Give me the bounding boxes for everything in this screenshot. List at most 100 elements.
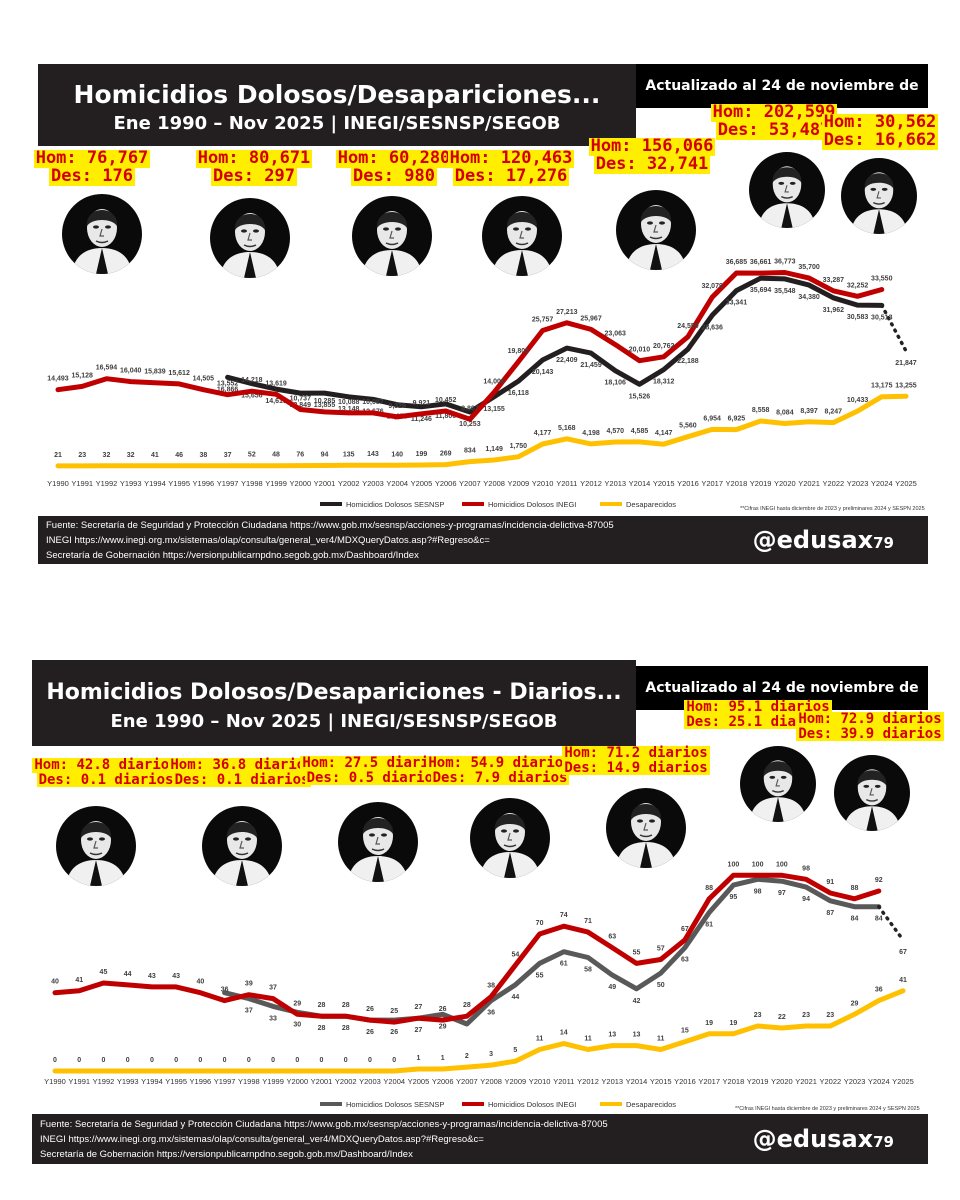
data-label: 16,118 [508,390,529,397]
x-tick-label: Y2013 [604,479,626,488]
data-label: 23 [78,452,86,459]
data-label: 10,088 [338,399,360,406]
homicides-stat: Hom: 27.5 diarios [300,755,448,771]
data-label: 28 [342,1025,350,1032]
data-label: 71 [584,918,592,925]
series-line-2 [55,393,909,469]
data-label: 11 [584,1035,592,1042]
data-label: 36 [487,1010,495,1017]
data-label: 57 [657,945,665,952]
data-label: 22 [778,1014,786,1021]
data-label: 13 [633,1032,641,1039]
data-label: 4,585 [631,428,649,435]
data-label: 22,188 [677,358,699,365]
data-label: 4,147 [655,430,673,437]
data-label: 25,757 [532,316,554,323]
x-tick-label: Y1990 [47,479,69,488]
x-tick-label: Y2011 [553,1077,574,1086]
data-label: 27,213 [556,309,578,316]
x-tick-label: Y2003 [362,479,384,488]
data-label: 0 [320,1057,324,1064]
data-label: 46 [175,452,183,459]
data-label: 140 [391,451,403,458]
data-label: 28 [318,1025,326,1032]
data-label: 14,619 [265,398,287,405]
data-label: 10,433 [847,397,869,404]
data-label: 92 [875,877,883,884]
data-label: 25,967 [580,315,602,322]
data-label: 32 [103,452,111,459]
homicides-stat: Hom: 202,599 [710,102,838,122]
data-label: 4,570 [606,428,624,435]
data-label: 29 [439,1023,447,1030]
person-silhouette-icon [626,205,686,270]
data-label: 49 [608,984,616,991]
period-stats: Hom: 156,066 Des: 32,741 [572,137,732,174]
person-silhouette-icon [616,803,676,868]
disappearances-stat: Des: 17,276 [452,165,570,186]
person-silhouette-icon [348,817,408,882]
president-portrait-5 [606,788,686,868]
data-label: 84 [875,916,883,923]
period-stats: Hom: 76,767 Des: 176 [12,149,172,186]
x-tick-label: Y2000 [286,1077,308,1086]
data-label: 21,847 [895,360,917,367]
data-label: 15,612 [168,370,190,377]
data-label: 76 [296,452,304,459]
data-label: 0 [198,1057,202,1064]
disappearances-stat: Des: 297 [211,165,297,186]
disappearances-stat: Des: 39.9 diarios [796,725,944,742]
homicides-stat: Hom: 30,562 [821,112,939,132]
data-label: 28 [463,1002,471,1009]
disappearances-stat: Des: 980 [351,165,437,186]
title-box: Homicidios Dolosos/Desapariciones - Diar… [32,660,636,746]
x-tick-label: Y1995 [165,1077,187,1086]
president-portrait-2 [210,198,290,278]
x-tick-label: Y2023 [847,479,869,488]
legend-label: Homicidios Dolosos INEGI [488,500,576,509]
x-tick-label: Y2012 [577,1077,599,1086]
data-label: 13,148 [338,406,360,413]
period-stats: Hom: 36.8 diarios Des: 0.1 diarios [162,757,322,788]
data-label: 63 [608,934,616,941]
x-tick-label: Y1992 [93,1077,115,1086]
x-tick-label: Y2023 [844,1077,866,1086]
data-label: 26 [366,1029,374,1036]
data-label: 36,773 [774,259,796,266]
disappearances-stat: Des: 0.1 diarios [172,771,312,788]
data-label: 21,459 [580,362,602,369]
footer-sources: Fuente: Secretaría de Seguridad y Protec… [38,516,928,564]
person-silhouette-icon [850,172,908,234]
x-tick-label: Y1994 [141,1077,163,1086]
data-label: 15,128 [72,372,94,379]
x-tick-label: Y2013 [601,1077,623,1086]
disappearances-stat: Des: 14.9 diarios [562,759,710,776]
data-label: 199 [416,451,428,458]
x-tick-label: Y2019 [747,1077,769,1086]
x-tick-label: Y1997 [214,1077,236,1086]
data-label: 74 [560,912,568,919]
homicides-stat: Hom: 36.8 diarios [168,757,316,773]
legend-label: Desaparecidos [626,1100,676,1109]
x-tick-label: Y1992 [96,479,118,488]
disappearances-stat: Des: 32,741 [593,153,711,174]
source-segob: Secretaría de Gobernación https://versio… [40,1149,413,1160]
data-label: 100 [752,861,764,868]
data-label: 43 [172,973,180,980]
data-label: 14,218 [241,377,263,384]
person-silhouette-icon [212,821,272,886]
data-label: 29 [851,1000,859,1007]
data-label: 0 [295,1057,299,1064]
data-label: 1,149 [485,446,503,453]
x-tick-label: Y2010 [532,479,554,488]
homicides-stat: Hom: 60,280 [335,148,453,168]
data-label: 13,849 [290,402,312,409]
president-portrait-4 [482,196,562,276]
title-box: Homicidios Dolosos/Desapariciones... Ene… [38,64,636,146]
data-label: 32 [127,452,135,459]
data-label: 13,255 [895,382,917,389]
data-label: 38 [487,983,495,990]
president-portrait-1 [62,194,142,274]
data-label: 27 [415,1027,423,1034]
period-stats: Hom: 80,671 Des: 297 [174,149,334,186]
